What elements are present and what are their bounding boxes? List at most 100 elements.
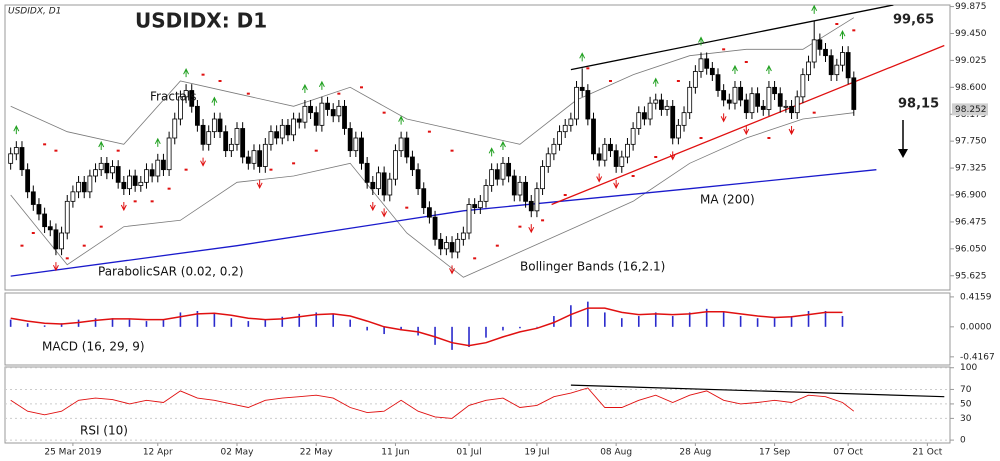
candle-body <box>545 153 551 167</box>
candle-body <box>347 128 353 152</box>
macd-bar <box>26 323 29 327</box>
labels: USDIDX, D1 USDIDX: D1 Fractals Parabolic… <box>8 2 995 457</box>
sar-dot <box>654 156 658 158</box>
ma-label: MA (200) <box>700 193 755 207</box>
sar-dot <box>150 200 154 203</box>
x-tick-label: 01 Jul <box>456 448 481 458</box>
candle-body <box>42 213 48 228</box>
candle-body <box>760 105 766 110</box>
fractal-up <box>698 36 704 46</box>
candle-body <box>647 102 653 120</box>
fractal-down <box>788 126 795 136</box>
sar-label: ParabolicSAR (0.02, 0.2) <box>98 265 244 279</box>
price-tag: 98.252 <box>955 105 987 115</box>
candle-body <box>274 131 280 139</box>
candle-body <box>828 55 834 76</box>
macd-bar <box>807 311 810 327</box>
candle-body <box>477 200 483 209</box>
candle-body <box>25 169 31 193</box>
macd-bar <box>247 321 250 327</box>
fractal-down <box>596 173 603 183</box>
macd-bar <box>315 312 318 327</box>
candle-body <box>432 216 438 240</box>
y-tick-label: 95.625 <box>955 271 987 281</box>
candle-body <box>138 181 144 186</box>
macd-bar <box>485 326 487 338</box>
candle-body <box>8 153 14 164</box>
macd-bar <box>281 316 284 327</box>
x-tick-label: 02 May <box>221 448 255 458</box>
trendline <box>570 5 894 71</box>
x-tick-label: 19 Jul <box>524 448 549 458</box>
macd-bar <box>60 323 63 327</box>
candle-body <box>387 178 393 196</box>
candle-body <box>132 175 138 186</box>
candle-body <box>845 52 851 79</box>
candle-body <box>257 150 263 167</box>
x-tick-label: 22 May <box>300 448 334 458</box>
candle-body <box>749 93 755 114</box>
fractal-down <box>200 157 207 167</box>
sar-dot <box>382 111 386 114</box>
macd-bar <box>519 326 521 329</box>
sar-dot <box>82 244 86 247</box>
candle-body <box>121 181 127 190</box>
candle-body <box>415 169 421 190</box>
candle-body <box>636 112 642 129</box>
arrow-head <box>898 149 908 158</box>
fractal-up <box>765 64 772 74</box>
x-tick-label: 12 Apr <box>143 448 173 458</box>
y-tick-label: 100 <box>960 363 977 373</box>
candle-body <box>596 153 602 161</box>
candle-body <box>460 232 466 240</box>
macd-bar <box>383 326 385 335</box>
candle-body <box>87 175 93 193</box>
candle-body <box>353 137 359 152</box>
y-tick-label: 70 <box>960 385 972 395</box>
y-tick-label: 97.750 <box>955 137 987 147</box>
macd-bar <box>773 318 776 327</box>
candle-body <box>127 175 132 190</box>
fractal-up <box>154 137 161 147</box>
candle-body <box>608 143 613 152</box>
candle-body <box>687 86 693 114</box>
x-tick-label: 21 Oct <box>912 448 942 458</box>
annotation: 98,15 <box>898 97 939 112</box>
sar-dot <box>495 244 499 247</box>
candle-body <box>223 131 229 152</box>
candle-body <box>562 124 568 133</box>
candle-body <box>98 162 104 171</box>
y-tick-label: 30 <box>960 414 972 424</box>
y-tick-label: 98.600 <box>955 83 987 93</box>
macd-bar <box>298 313 301 327</box>
candle-body <box>823 48 828 57</box>
y-tick-label: 99.025 <box>955 56 987 66</box>
rsi-panel <box>4 366 951 444</box>
candle-body <box>308 105 313 114</box>
candle-body <box>144 169 149 183</box>
candle-body <box>296 118 302 123</box>
macd-label: MACD (16, 29, 9) <box>42 340 145 354</box>
y-tick-label: 96.900 <box>955 191 987 201</box>
x-tick-label: 25 Mar 2019 <box>44 448 101 458</box>
candle-body <box>834 64 840 76</box>
candle-body <box>76 181 81 193</box>
candle-body <box>466 204 472 234</box>
annotation: 99,65 <box>893 13 934 28</box>
candle-body <box>851 77 857 110</box>
sar-dot <box>116 149 120 152</box>
candle-body <box>104 162 110 174</box>
candle-body <box>364 162 370 183</box>
sar-dot <box>676 80 680 82</box>
macd-bar <box>451 326 453 350</box>
bollinger-lower <box>10 112 854 278</box>
candle-body <box>251 150 257 164</box>
x-tick-label: 28 Aug <box>679 448 711 458</box>
candle-body <box>528 200 534 212</box>
fractal-up <box>652 77 659 87</box>
sar-dot <box>133 200 137 203</box>
y-tick-label: -0.4167 <box>960 352 995 362</box>
y-tick-label: 96.475 <box>955 217 987 227</box>
candle-body <box>291 118 296 136</box>
